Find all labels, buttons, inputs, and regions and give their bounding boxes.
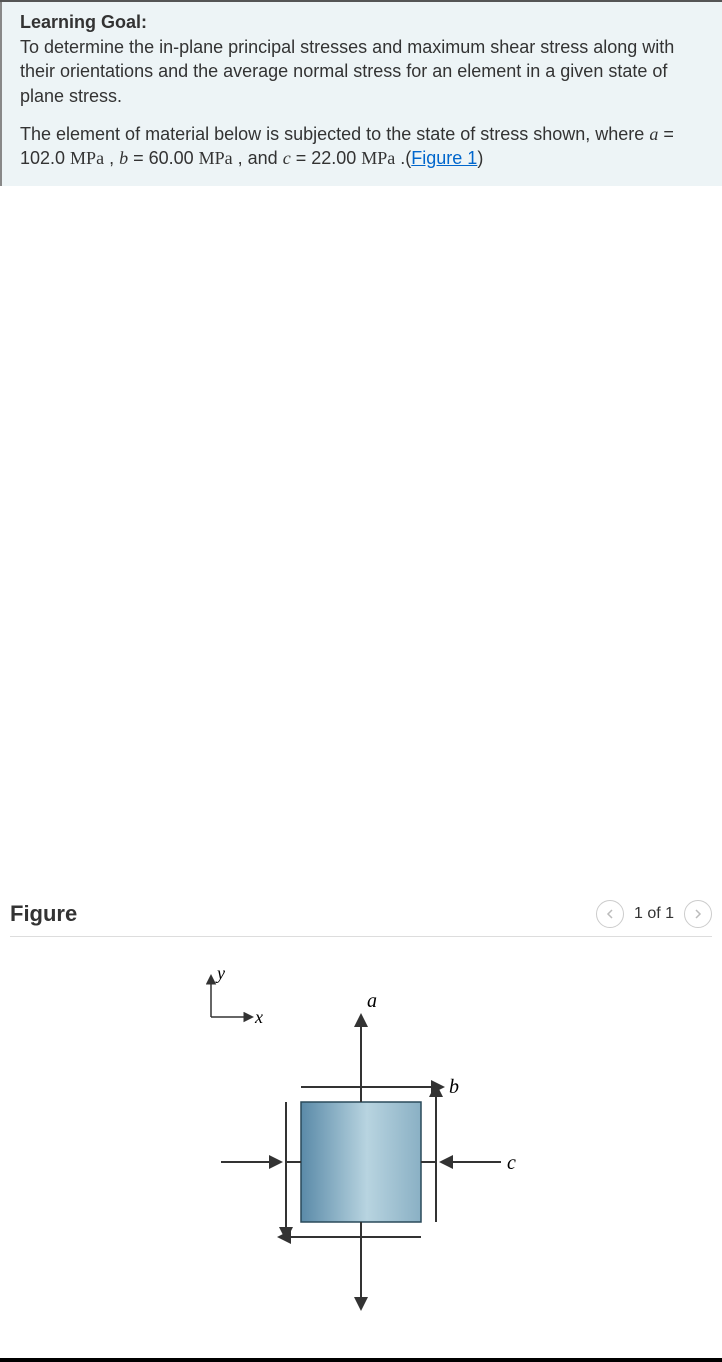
eq-c: = 22.00 (291, 148, 362, 168)
sep2: , and (233, 148, 283, 168)
learning-goal-title: Learning Goal: (20, 12, 704, 33)
bottom-border (0, 1358, 722, 1362)
problem-prefix: The element of material below is subject… (20, 124, 649, 144)
close-paren: ) (477, 148, 483, 168)
suffix: .( (395, 148, 411, 168)
eq-b: = 60.00 (128, 148, 199, 168)
unit-c: MPa (361, 148, 395, 168)
chevron-left-icon (605, 909, 615, 919)
var-a: a (649, 124, 658, 144)
unit-b: MPa (199, 148, 233, 168)
var-c: c (283, 148, 291, 168)
var-b: b (119, 148, 128, 168)
stress-element (301, 1102, 421, 1222)
figure-next-button[interactable] (684, 900, 712, 928)
figure-header: Figure 1 of 1 (10, 900, 712, 937)
stress-element-diagram: y x a b (181, 957, 541, 1337)
axis-x-label: x (254, 1007, 263, 1027)
unit-a: MPa (70, 148, 104, 168)
label-a: a (367, 990, 377, 1012)
chevron-right-icon (693, 909, 703, 919)
learning-goal-text: To determine the in-plane principal stre… (20, 35, 704, 108)
figure-link[interactable]: Figure 1 (411, 148, 477, 168)
figure-diagram: y x a b (10, 957, 712, 1337)
learning-goal-box: Learning Goal: To determine the in-plane… (0, 2, 722, 186)
figure-prev-button[interactable] (596, 900, 624, 928)
label-b: b (449, 1076, 459, 1098)
problem-statement: The element of material below is subject… (20, 122, 704, 171)
figure-nav-text: 1 of 1 (634, 905, 674, 923)
figure-nav: 1 of 1 (596, 900, 712, 928)
figure-section: Figure 1 of 1 (0, 900, 722, 1337)
label-c: c (507, 1152, 516, 1174)
sep1: , (104, 148, 119, 168)
axis-y-label: y (215, 963, 225, 983)
figure-title: Figure (10, 901, 77, 927)
